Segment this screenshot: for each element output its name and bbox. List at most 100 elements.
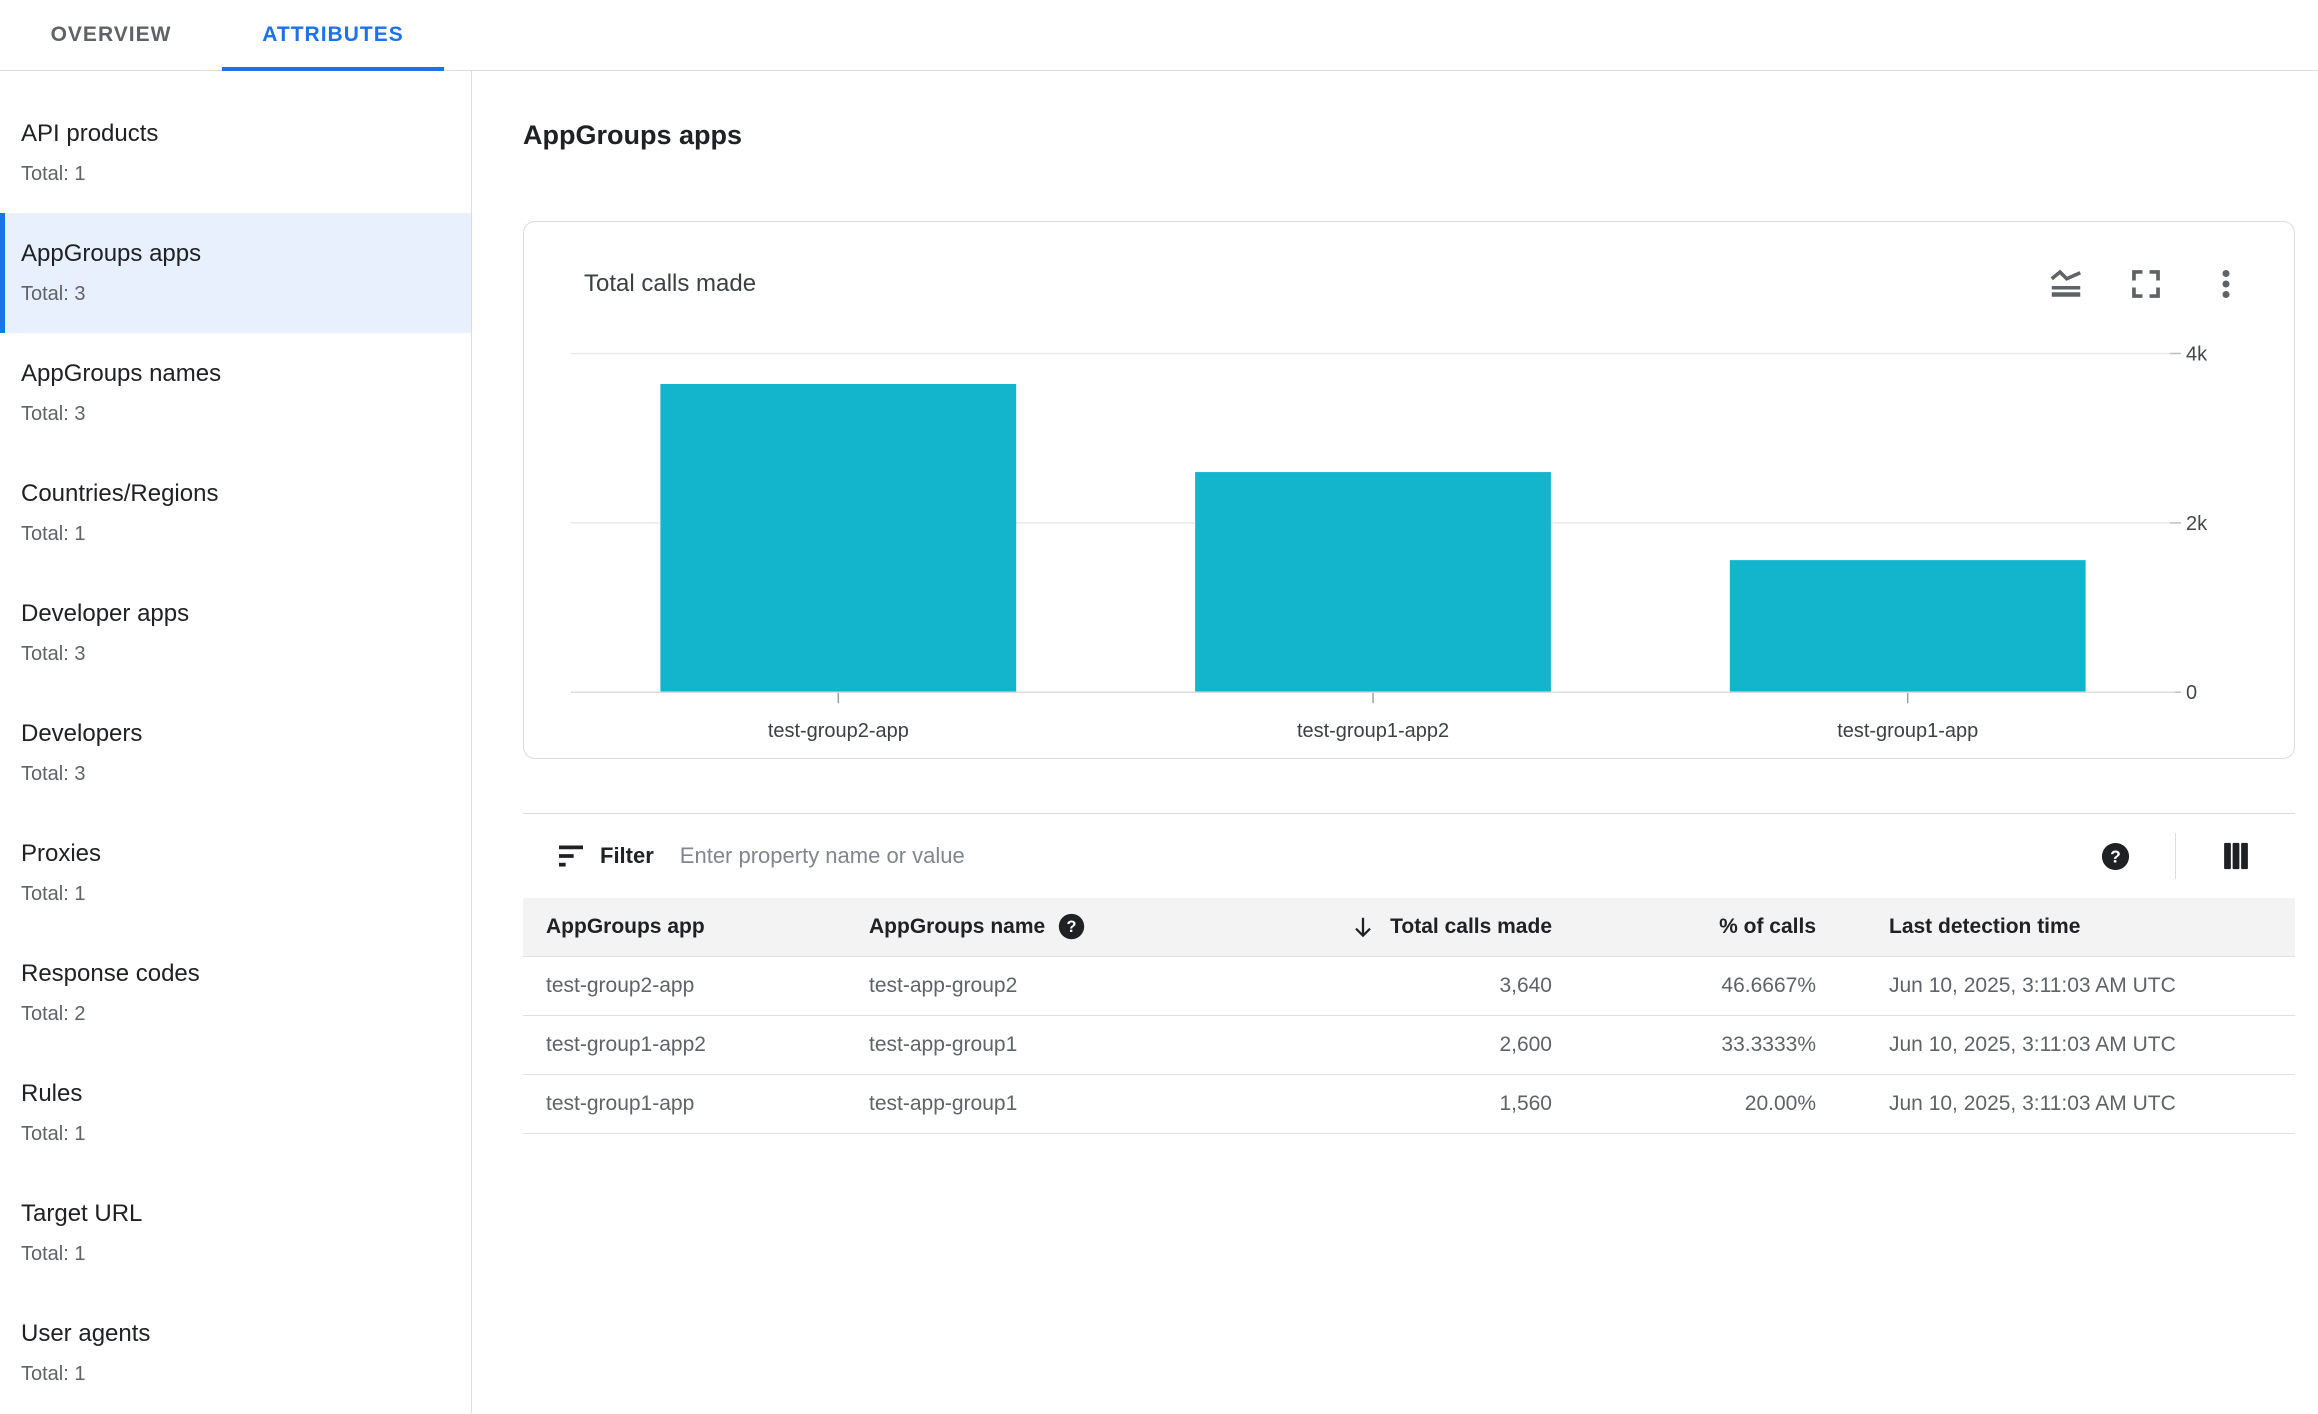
table-row: test-group1-app2 test-app-group1 2,600 33.3… [523, 1015, 2295, 1074]
sidebar-item-label: Developers [21, 720, 143, 747]
x-axis-label: test-group1-app [1837, 720, 1978, 742]
fullscreen-button[interactable] [2128, 266, 2164, 302]
sidebar-item-label: User agents [21, 1320, 151, 1347]
sidebar-item-total: Total: 1 [21, 1123, 86, 1145]
help-icon[interactable]: ? [1057, 912, 1086, 941]
cell-last-detection-time: Jun 10, 2025, 3:11:03 AM UTC [1889, 1091, 2176, 1115]
chart-card: Total calls made [523, 221, 2295, 759]
sidebar-item-total: Total: 3 [21, 643, 86, 665]
sidebar-item-response-codes[interactable]: Response codes Total: 2 [0, 933, 471, 1053]
bar-chart: 0 2k 4k test-group2-app test-group1-app2 test… [570, 344, 2207, 742]
filter-input[interactable] [677, 842, 2097, 870]
sort-filter-icon [559, 845, 583, 867]
cell-last-detection-time: Jun 10, 2025, 3:11:03 AM UTC [1889, 1032, 2176, 1056]
cell-of-calls: 46.6667% [1721, 973, 1816, 997]
filter-label: Filter [600, 843, 654, 868]
cell-appgroups-app: test-group2-app [546, 973, 695, 997]
cell-appgroups-name: test-app-group2 [869, 973, 1018, 997]
svg-text:?: ? [1067, 918, 1077, 936]
filter-help-button[interactable]: ? [2097, 838, 2133, 874]
main-content: AppGroups apps Total calls made [472, 71, 2318, 1413]
sidebar-item-total: Total: 1 [21, 1243, 86, 1265]
cell-of-calls: 33.3333% [1721, 1032, 1816, 1056]
more-options-button[interactable] [2208, 266, 2244, 302]
tab-label: OVERVIEW [50, 23, 172, 46]
sidebar-item-total: Total: 1 [21, 523, 86, 545]
sidebar-item-total: Total: 1 [21, 163, 86, 185]
chart-card-actions [2048, 266, 2244, 302]
sidebar-item-label: Response codes [21, 960, 200, 987]
cell-appgroups-name: test-app-group1 [869, 1091, 1018, 1115]
arrow-down-icon [1355, 917, 1372, 938]
y-axis-label: 0 [2186, 682, 2197, 704]
tab-attributes[interactable]: ATTRIBUTES [222, 0, 444, 71]
sidebar-item-countries-regions[interactable]: Countries/Regions Total: 1 [0, 453, 471, 573]
sidebar-item-label: AppGroups apps [21, 240, 202, 267]
sidebar-item-developer-apps[interactable]: Developer apps Total: 3 [0, 573, 471, 693]
sidebar-item-label: Proxies [21, 840, 102, 867]
attributes-sidebar: API products Total: 1 AppGroups apps Total:… [0, 71, 472, 1413]
column-header-appgroups-name[interactable]: AppGroups name? [846, 898, 1306, 956]
column-header-appgroups-app[interactable]: AppGroups app [523, 898, 846, 956]
sidebar-item-label: Developer apps [21, 600, 190, 627]
table-body: test-group2-app test-app-group2 3,640 46.66… [523, 956, 2295, 1133]
sidebar-item-total: Total: 3 [21, 763, 86, 785]
manage-columns-button[interactable] [2218, 838, 2254, 874]
y-axis-label: 2k [2186, 513, 2207, 535]
column-header-label: Total calls made [1390, 914, 1552, 938]
sidebar-item-api-products[interactable]: API products Total: 1 [0, 93, 471, 213]
sidebar-item-total: Total: 2 [21, 1003, 86, 1025]
x-axis-label: test-group2-app [768, 720, 909, 742]
tab-label: ATTRIBUTES [262, 23, 404, 46]
help-icon: ? [2101, 842, 2129, 870]
fullscreen-icon [2132, 270, 2160, 298]
y-axis-label: 4k [2186, 344, 2207, 366]
sidebar-item-label: API products [21, 120, 159, 147]
cell-last-detection-time: Jun 10, 2025, 3:11:03 AM UTC [1889, 973, 2176, 997]
cell-total-calls-made: 2,600 [1499, 1032, 1552, 1056]
sidebar-item-appgroups-names[interactable]: AppGroups names Total: 3 [0, 333, 471, 453]
bar-test-group1-app2[interactable] [1195, 472, 1551, 693]
sidebar-item-proxies[interactable]: Proxies Total: 1 [0, 813, 471, 933]
chart-card-header: Total calls made [524, 222, 2294, 302]
column-header-last-detection-time[interactable]: Last detection time [1828, 898, 2295, 956]
bar-test-group2-app[interactable] [660, 383, 1017, 693]
sidebar-item-label: Countries/Regions [21, 480, 219, 507]
page-title: AppGroups apps [523, 120, 743, 150]
column-header-of-calls[interactable]: % of calls [1564, 898, 1828, 956]
sidebar-item-user-agents[interactable]: User agents Total: 1 [0, 1293, 471, 1413]
tab-overview[interactable]: OVERVIEW [0, 0, 222, 70]
table-row: test-group2-app test-app-group2 3,640 46.66… [523, 956, 2295, 1015]
sidebar-item-label: Rules [21, 1080, 83, 1107]
column-header-label: Last detection time [1889, 914, 2081, 938]
sidebar-item-label: AppGroups names [21, 360, 222, 387]
column-header-total-calls-made[interactable]: Total calls made [1306, 898, 1564, 956]
column-header-label: % of calls [1719, 914, 1816, 938]
sidebar-item-developers[interactable]: Developers Total: 3 [0, 693, 471, 813]
sidebar-item-total: Total: 1 [21, 883, 86, 905]
sidebar-item-total: Total: 3 [21, 403, 86, 425]
cell-of-calls: 20.00% [1744, 1091, 1816, 1115]
chart-title: Total calls made [584, 270, 757, 297]
tab-bar: OVERVIEW ATTRIBUTES [0, 0, 2318, 71]
bar-test-group1-app[interactable] [1729, 560, 2086, 693]
cell-total-calls-made: 1,560 [1499, 1091, 1552, 1115]
table-row: test-group1-app test-app-group1 1,560 20.00… [523, 1074, 2295, 1133]
sidebar-item-rules[interactable]: Rules Total: 1 [0, 1053, 471, 1173]
sidebar-item-target-url[interactable]: Target URL Total: 1 [0, 1173, 471, 1293]
attributes-table-section: Filter ? [523, 813, 2295, 1134]
filter-bar-divider [2175, 833, 2176, 879]
column-header-label: AppGroups name [869, 914, 1046, 938]
sidebar-item-total: Total: 3 [21, 283, 86, 305]
cell-appgroups-name: test-app-group1 [869, 1032, 1018, 1056]
more-vert-icon [2222, 269, 2230, 299]
chart-type-button[interactable] [2048, 266, 2084, 302]
column-header-label: AppGroups app [546, 914, 705, 938]
attributes-table: AppGroups app AppGroups name? Total calls … [523, 898, 2295, 1134]
view-columns-icon [2224, 842, 2248, 870]
cell-total-calls-made: 3,640 [1499, 973, 1552, 997]
filter-bar: Filter ? [523, 814, 2295, 898]
cell-appgroups-app: test-group1-app [546, 1091, 695, 1115]
sidebar-item-appgroups-apps[interactable]: AppGroups apps Total: 3 [0, 213, 471, 333]
sidebar-item-total: Total: 1 [21, 1363, 86, 1385]
